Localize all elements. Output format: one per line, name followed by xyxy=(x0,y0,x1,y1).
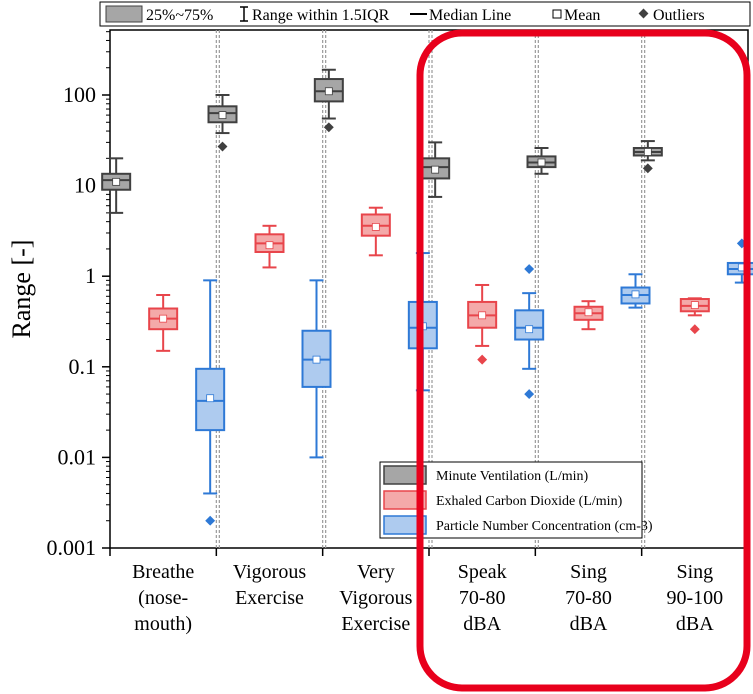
category-label-very-vigorous: Very Vigorous Exercise xyxy=(339,561,412,635)
box-vigorous-0 xyxy=(207,94,238,152)
category-label-line: dBA xyxy=(570,613,608,635)
outlier-marker xyxy=(477,354,488,365)
box-vigorous-1 xyxy=(254,224,285,269)
box-very-vigorous-0 xyxy=(313,68,344,133)
outlier-marker xyxy=(524,264,535,274)
category-label-line: dBA xyxy=(676,613,714,635)
mean-marker xyxy=(371,223,380,231)
top-legend: 25%~75% Range within 1.5IQR Median Line Mea… xyxy=(99,1,751,27)
box-sing-90-100-0 xyxy=(632,140,663,174)
y-axis: 100 10 1 0.1 0.01 0.001 Range [-] xyxy=(7,31,110,560)
series-legend-swatch xyxy=(383,490,427,510)
outlier-marker xyxy=(689,324,700,335)
mean-marker xyxy=(324,87,333,96)
category-label-line: Speak xyxy=(458,561,507,583)
category-label-line: 70-80 xyxy=(565,587,612,609)
highlight-layer xyxy=(416,29,751,692)
series-1 xyxy=(148,206,710,365)
mean-marker xyxy=(159,314,168,323)
box-speak-2 xyxy=(514,264,545,400)
iqr-box xyxy=(514,309,545,341)
category-label-line: 90-100 xyxy=(666,587,723,609)
legend-iqr-label: 25%~75% xyxy=(146,7,213,24)
legend-mean-icon xyxy=(552,9,562,19)
series-layer xyxy=(101,68,753,526)
mean-marker xyxy=(206,394,215,403)
legend-outlier-icon xyxy=(638,8,649,19)
box-breathe-0 xyxy=(101,157,132,214)
category-label-line: Sing xyxy=(570,561,607,583)
y-tick-label: 10 xyxy=(74,173,96,198)
mean-marker xyxy=(431,165,440,174)
y-tick-label: 0.01 xyxy=(58,444,97,469)
category-label-line: Breathe xyxy=(132,561,194,583)
y-tick-label: 0.001 xyxy=(47,535,97,560)
y-axis-label: Range [-] xyxy=(7,240,36,339)
y-tick-label: 1 xyxy=(85,263,96,288)
mean-marker xyxy=(584,308,593,317)
category-label-breathe: Breathe (nose-mouth) xyxy=(132,561,194,635)
y-tick-label: 100 xyxy=(63,82,96,107)
mean-marker xyxy=(218,111,227,119)
mean-marker xyxy=(643,148,652,156)
series-legend-label: Exhaled Carbon Dioxide (L/min) xyxy=(436,494,623,509)
box-very-vigorous-1 xyxy=(360,206,391,257)
box-speak-0 xyxy=(420,141,451,198)
series-legend-label: Minute Ventilation (L/min) xyxy=(436,469,589,484)
highlight-box xyxy=(416,29,751,692)
category-label-sing-70-80: Sing 70-80 dBA xyxy=(565,561,612,635)
y-tick-label: 0.1 xyxy=(69,354,97,379)
category-label-line: (nose- xyxy=(138,587,188,609)
category-label-line: Vigorous xyxy=(233,561,306,583)
category-label-line: mouth) xyxy=(134,613,192,635)
category-label-line: Vigorous xyxy=(339,587,412,609)
mean-marker xyxy=(631,290,640,299)
mean-marker xyxy=(312,355,321,364)
box-breathe-1 xyxy=(148,294,179,352)
category-label-line: Exercise xyxy=(341,613,410,635)
series-legend-swatch xyxy=(383,515,427,535)
category-label-line: 70-80 xyxy=(459,587,506,609)
series-legend-swatch xyxy=(383,465,427,485)
mean-marker xyxy=(112,177,121,186)
category-label-line: Very xyxy=(357,561,395,583)
box-sing-70-80-0 xyxy=(526,147,557,175)
series-legend: Minute Ventilation (L/min) Exhaled Carbon… xyxy=(379,461,653,539)
series-0 xyxy=(101,68,663,214)
category-label-line: Sing xyxy=(676,561,713,583)
legend-outlier-label: Outliers xyxy=(653,7,705,24)
mean-marker xyxy=(537,158,546,167)
box-sing-90-100-1 xyxy=(679,297,710,335)
mean-marker xyxy=(525,325,534,334)
category-label-sing-90-100: Sing 90-100 dBA xyxy=(666,561,723,635)
legend-range-label: Range within 1.5IQR xyxy=(252,7,390,24)
box-vigorous-2 xyxy=(301,279,332,459)
category-label-vigorous: Vigorous Exercise xyxy=(233,561,306,609)
box-speak-1 xyxy=(467,283,498,365)
outlier-marker xyxy=(205,515,216,526)
category-label-line: dBA xyxy=(463,613,501,635)
category-label-line: Exercise xyxy=(235,587,304,609)
outlier-marker xyxy=(524,389,535,400)
outlier-marker xyxy=(217,141,228,152)
category-label-speak: Speak 70-80 dBA xyxy=(458,561,507,635)
legend-median-label: Median Line xyxy=(429,7,511,24)
outlier-marker xyxy=(642,163,653,174)
legend-mean-label: Mean xyxy=(564,7,600,24)
mean-marker xyxy=(478,311,487,320)
mean-marker xyxy=(690,301,699,309)
mean-marker xyxy=(265,241,274,250)
series-legend-label: Particle Number Concentration (cm-3) xyxy=(436,519,653,534)
box-breathe-2 xyxy=(195,279,226,526)
box-sing-70-80-1 xyxy=(573,300,604,331)
legend-iqr-swatch xyxy=(105,5,143,23)
box-sing-70-80-2 xyxy=(620,273,651,309)
